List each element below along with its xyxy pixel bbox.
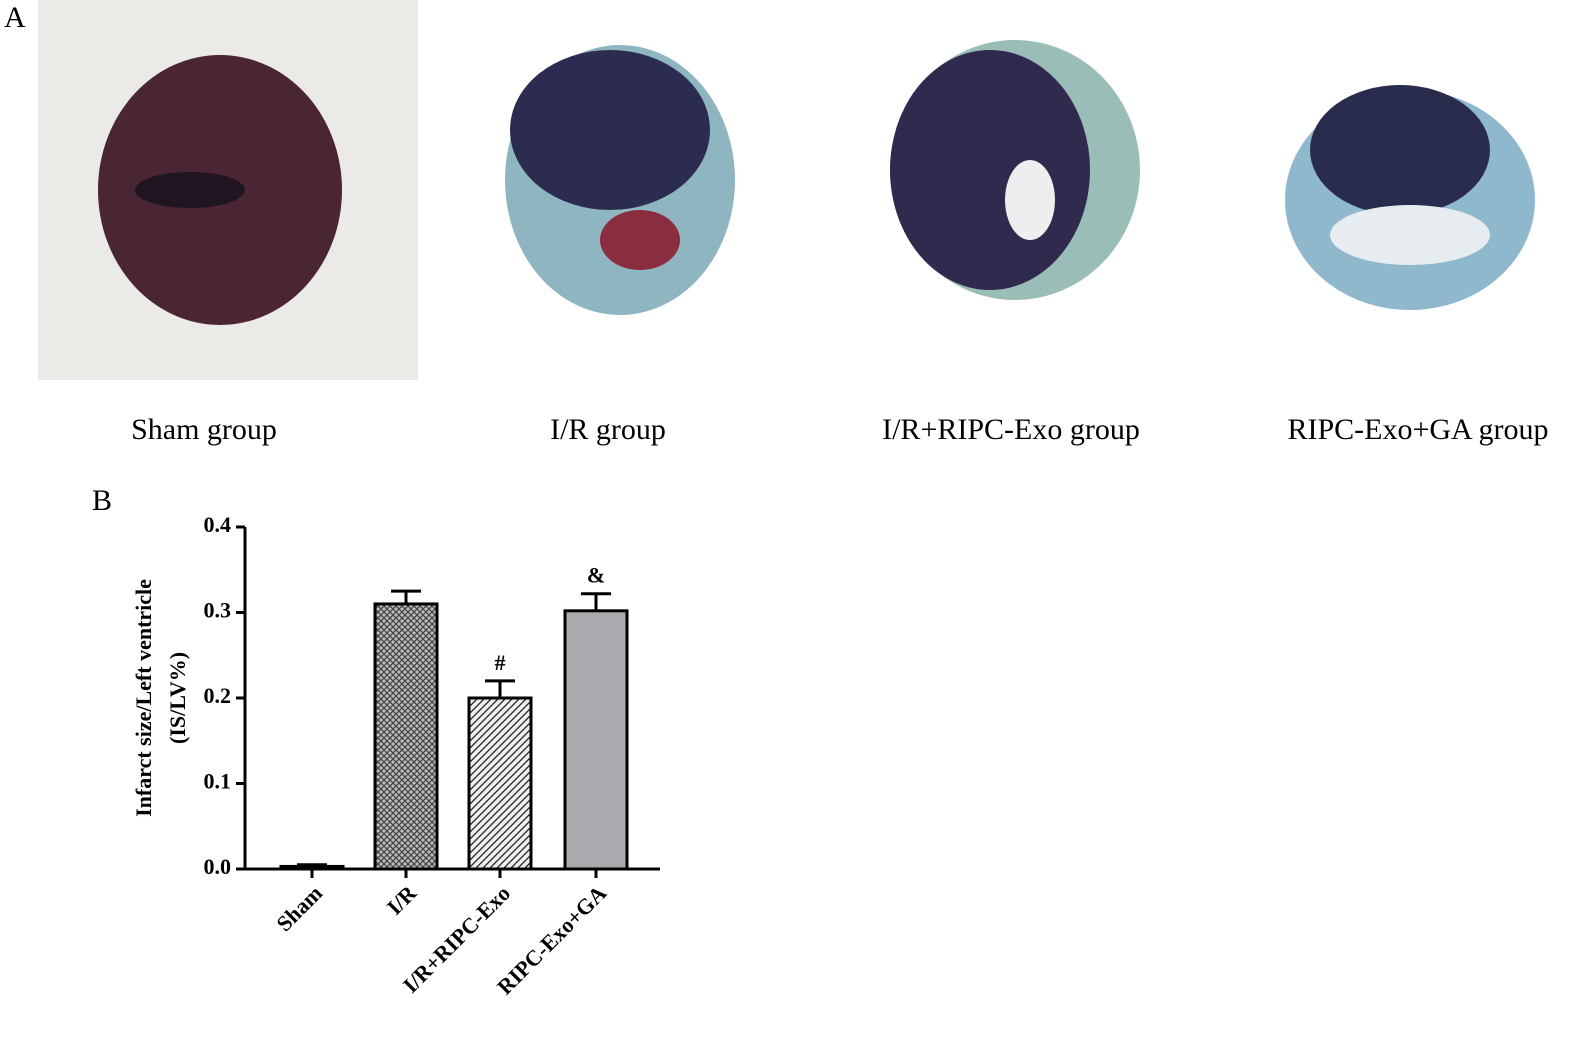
photo-caption: I/R+RIPC-Exo group bbox=[882, 413, 1140, 446]
photo-caption: I/R group bbox=[550, 413, 666, 446]
significance-mark: & bbox=[587, 563, 605, 588]
y-axis-label: (IS/LV%) bbox=[165, 652, 190, 744]
x-tick-label: Sham bbox=[271, 880, 327, 936]
photos bbox=[98, 40, 1535, 325]
significance-mark: # bbox=[495, 650, 506, 675]
x-tick-label: I/R bbox=[382, 880, 422, 920]
y-tick-label: 0.2 bbox=[204, 683, 232, 708]
y-tick-label: 0.1 bbox=[204, 769, 232, 794]
y-tick-label: 0.3 bbox=[204, 598, 232, 623]
photo-caption: RIPC-Exo+GA group bbox=[1287, 413, 1548, 446]
photo-caption: Sham group bbox=[131, 413, 277, 446]
y-tick-label: 0.0 bbox=[204, 854, 232, 879]
panel-label: A bbox=[4, 1, 26, 34]
bar bbox=[467, 696, 533, 871]
bar bbox=[563, 609, 629, 871]
bar bbox=[279, 864, 345, 871]
panel-label: B bbox=[92, 484, 112, 517]
bar bbox=[373, 602, 439, 871]
y-tick-label: 0.4 bbox=[204, 512, 232, 537]
y-axis-label: Infarct size/Left ventricle bbox=[131, 579, 156, 817]
